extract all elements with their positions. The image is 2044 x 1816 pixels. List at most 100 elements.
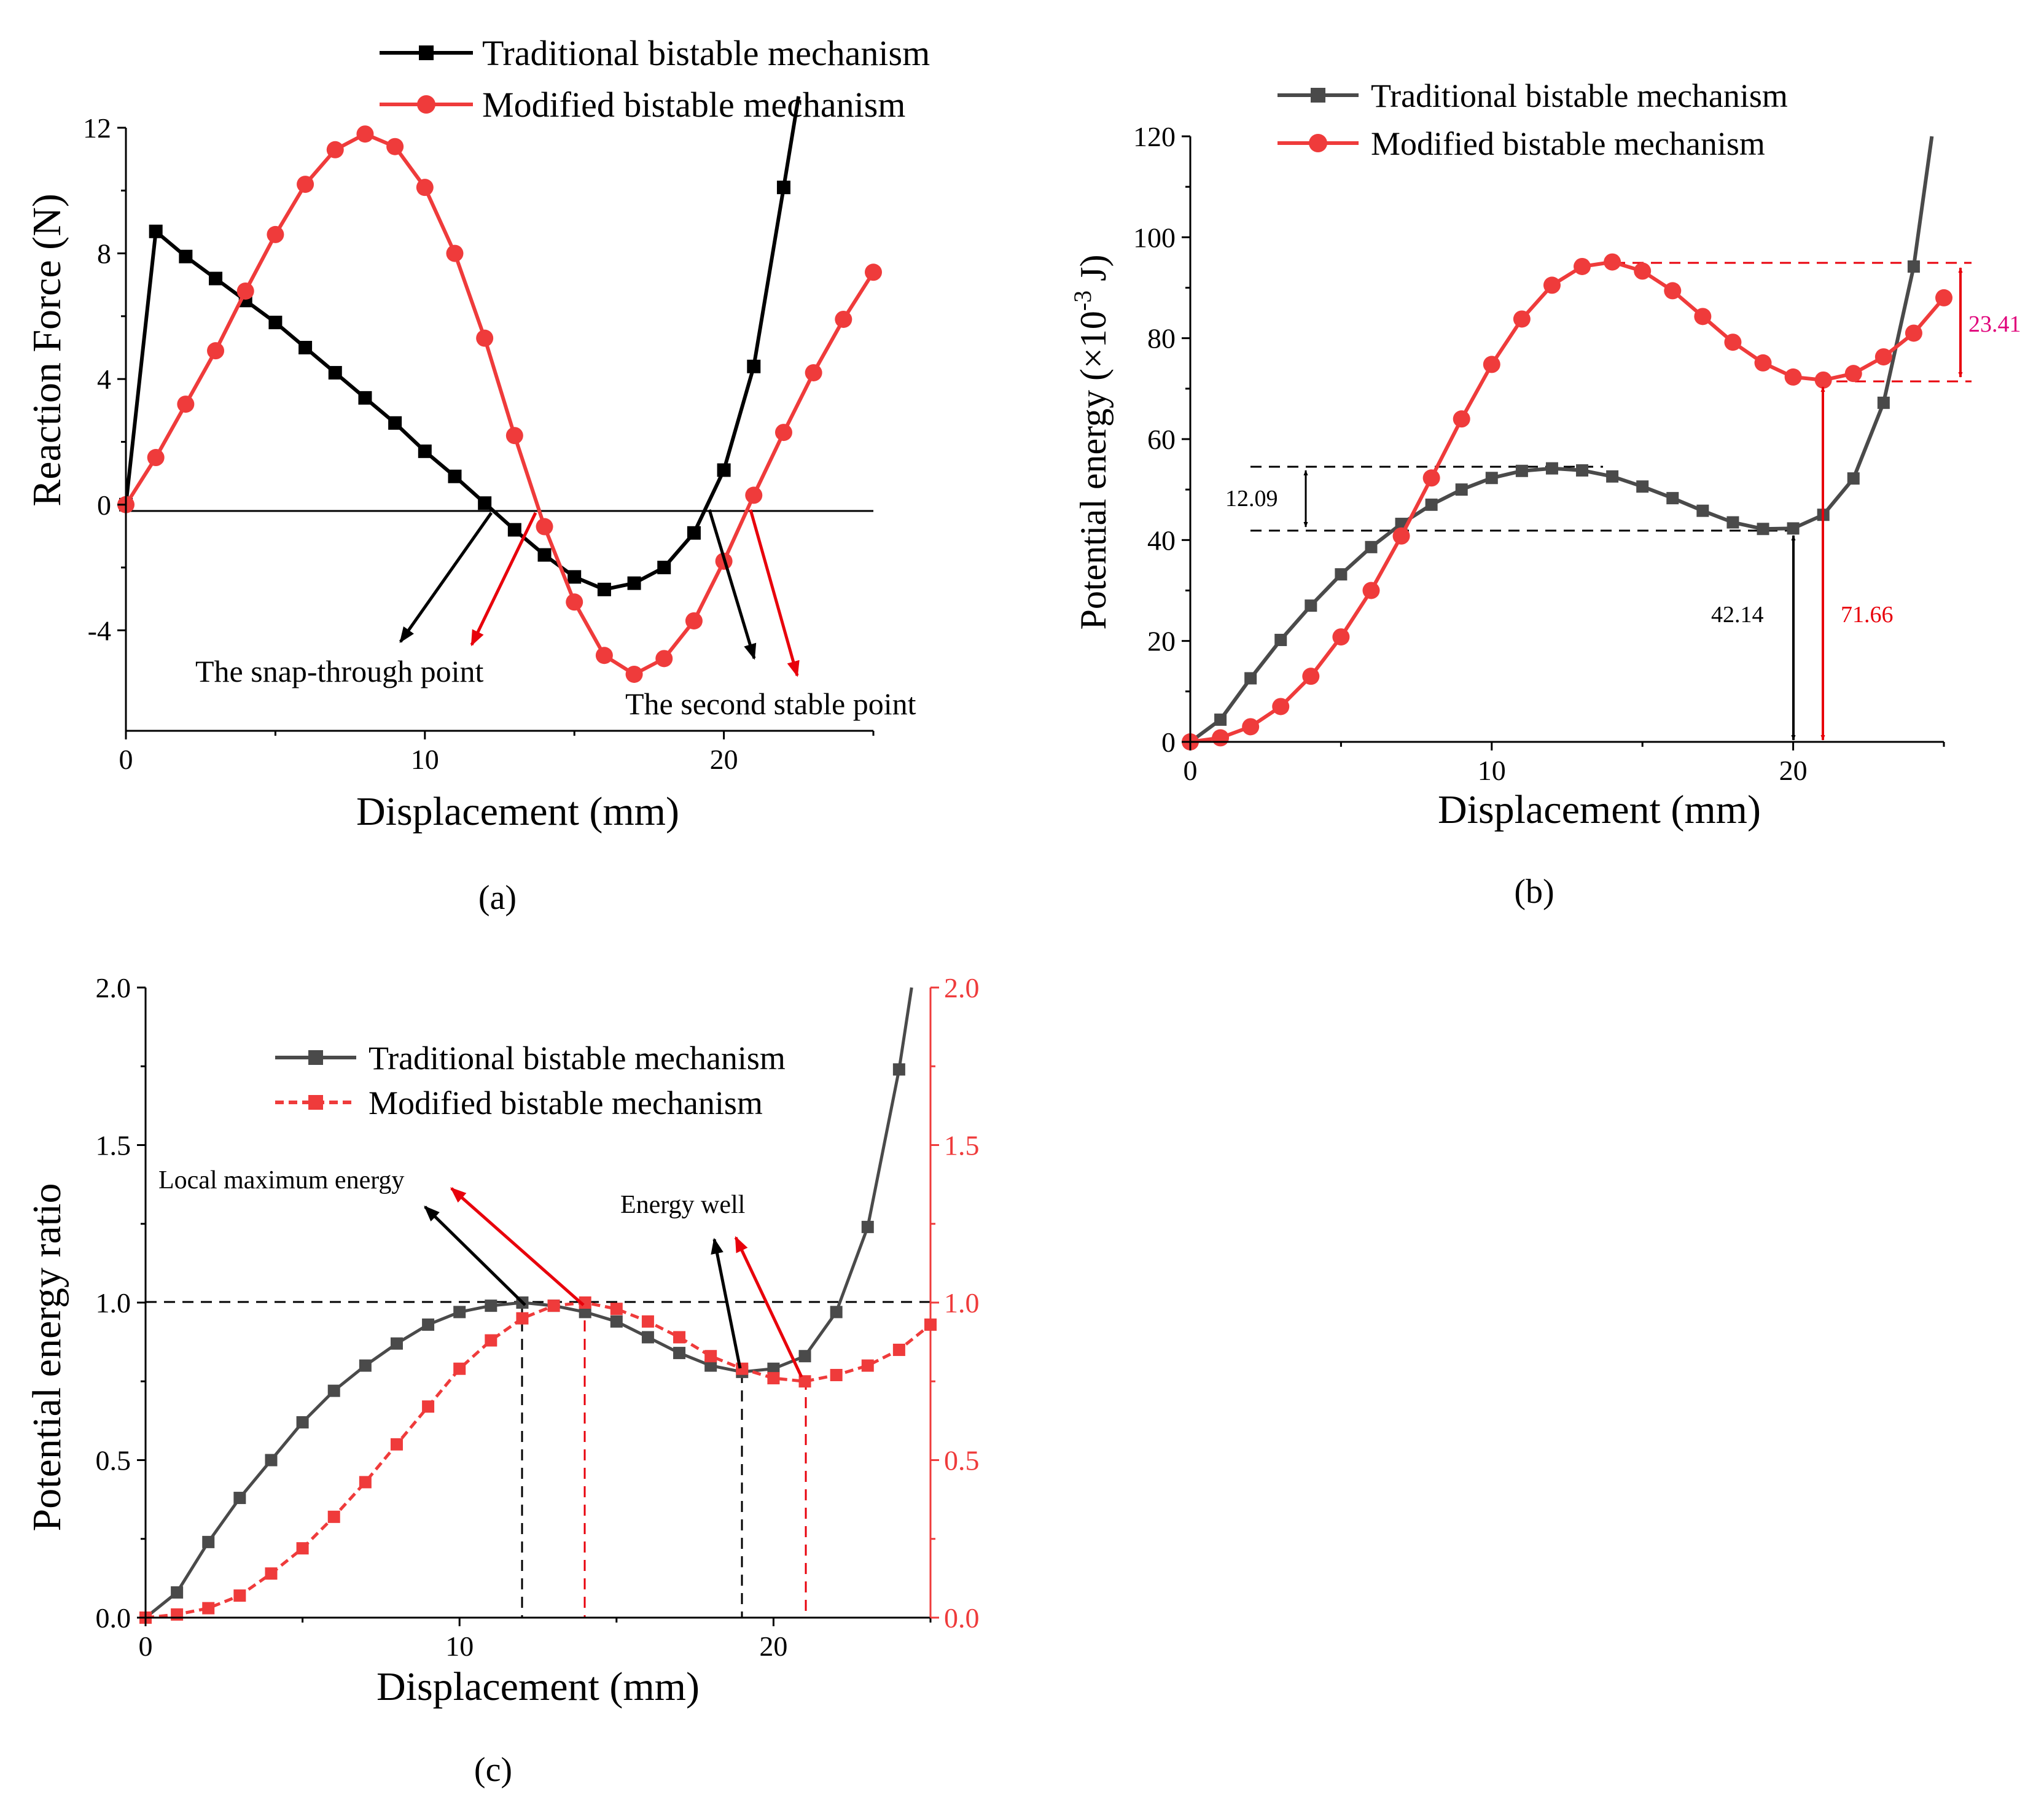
data-point-a-1-1 <box>147 449 165 467</box>
data-point-b-0-15 <box>1636 480 1649 493</box>
data-point-b-1-18 <box>1724 333 1742 351</box>
data-point-a-1-7 <box>326 141 344 158</box>
data-point-a-0-13 <box>507 523 521 537</box>
arrow-stable-red <box>749 509 800 677</box>
data-point-a-1-3 <box>207 342 225 360</box>
data-point-b-1-8 <box>1422 469 1440 487</box>
data-point-c-0-7 <box>359 1359 372 1372</box>
x-tick-label-b-2: 20 <box>1779 755 1808 786</box>
legend-item-traditional-b: Traditional bistable mechanism <box>1278 77 1788 114</box>
data-point-c-0-1 <box>171 1586 184 1599</box>
data-point-c-1-22 <box>830 1368 843 1381</box>
plot-area-a <box>117 96 882 683</box>
data-point-b-1-6 <box>1362 582 1380 599</box>
data-point-a-0-5 <box>268 316 283 330</box>
data-point-a-1-15 <box>566 593 583 611</box>
panel-label-c: (c) <box>474 1751 512 1789</box>
x-tick-label-b-1: 10 <box>1478 755 1506 786</box>
data-point-c-0-20 <box>767 1362 780 1375</box>
legend-text-modified-c: Modified bistable mechanism <box>369 1085 763 1121</box>
data-point-a-0-12 <box>478 496 492 510</box>
y-axis-label-a: Reaction Force (N) <box>25 193 69 506</box>
data-point-b-1-7 <box>1392 527 1410 545</box>
y-tick-label-b-2: 40 <box>1147 524 1176 556</box>
arrow-energy-well-black <box>711 1237 742 1369</box>
data-point-c-1-2 <box>202 1602 215 1615</box>
data-point-b-1-24 <box>1905 324 1922 342</box>
data-point-c-1-21 <box>798 1375 811 1388</box>
legend-marker-circle-a <box>417 95 435 114</box>
data-point-b-1-11 <box>1513 310 1531 328</box>
legend-marker-circle-b <box>1309 134 1327 152</box>
data-point-c-0-3 <box>233 1492 246 1505</box>
data-point-c-0-24 <box>892 1063 905 1076</box>
annotations-a: The snap-through point The second stable… <box>195 509 916 721</box>
x-tick-label-a-1: 10 <box>411 744 439 775</box>
data-point-b-1-3 <box>1272 698 1290 715</box>
data-point-c-1-1 <box>171 1608 184 1621</box>
legend-item-modified-c: Modified bistable mechanism <box>275 1085 763 1121</box>
data-point-b-1-13 <box>1574 257 1591 275</box>
series-line-modified-bistable-mechanism-c <box>145 1301 932 1619</box>
legend-a: Traditional bistable mechanism Modified … <box>380 33 930 125</box>
value-label-23-41: 23.41 <box>1968 311 2021 337</box>
data-point-b-1-21 <box>1814 371 1832 389</box>
panel-b: 0 10 20 0 20 40 60 80 100 120 12.09 42.14 71.66 2… <box>1069 77 2021 911</box>
legend-text-traditional-a: Traditional bistable mechanism <box>482 33 930 73</box>
data-point-c-0-4 <box>265 1454 278 1467</box>
data-point-b-1-5 <box>1332 628 1350 646</box>
data-point-b-1-17 <box>1694 308 1712 325</box>
data-point-a-0-14 <box>537 548 552 562</box>
data-point-c-1-16 <box>641 1315 654 1328</box>
y2-tick-label-c-2: 1.0 <box>944 1287 980 1319</box>
x-tick-label-c-1: 10 <box>445 1631 474 1662</box>
annotation-lines-b <box>1250 262 1972 532</box>
series-line-modified-bistable-mechanism-b <box>1190 260 1946 744</box>
snap-through-label: The snap-through point <box>195 654 483 688</box>
y-tick-label-b-6: 120 <box>1133 121 1176 152</box>
y-axis-label-b-unit: J) <box>1073 255 1114 290</box>
data-point-a-0-18 <box>657 561 671 575</box>
data-point-c-1-10 <box>453 1362 466 1375</box>
y-tick-label-c-1: 0.5 <box>96 1445 131 1476</box>
legend-item-traditional-a: Traditional bistable mechanism <box>380 33 930 73</box>
legend-item-modified-b: Modified bistable mechanism <box>1278 125 1765 162</box>
y-tick-label-b-1: 20 <box>1147 626 1176 657</box>
data-point-c-0-15 <box>610 1315 623 1328</box>
y-tick-label-a-2: 4 <box>97 364 111 395</box>
data-point-a-1-5 <box>267 225 284 243</box>
data-point-c-1-9 <box>422 1400 435 1413</box>
x-tick-label-b-0: 0 <box>1184 755 1198 786</box>
annotations-c: Local maximum energy Energy well <box>158 1166 803 1378</box>
series-line-modified-bistable-mechanism-a <box>124 132 875 676</box>
data-point-c-1-20 <box>767 1372 780 1385</box>
data-point-a-0-1 <box>149 224 163 238</box>
panel-label-b: (b) <box>1514 873 1554 911</box>
panel-a: 0 10 20 -4 0 4 8 12 Displacement (mm) Reaction … <box>25 33 930 917</box>
data-point-b-0-22 <box>1847 472 1860 485</box>
x-tick-label-c-2: 20 <box>759 1631 787 1662</box>
data-point-c-1-4 <box>265 1567 278 1580</box>
data-point-b-1-9 <box>1453 410 1470 428</box>
arrow-energy-well-red <box>734 1236 803 1378</box>
data-point-c-0-16 <box>641 1331 654 1344</box>
legend-item-modified-a: Modified bistable mechanism <box>380 85 905 125</box>
data-point-a-1-6 <box>297 176 314 193</box>
data-point-a-0-19 <box>687 526 701 540</box>
data-point-b-0-5 <box>1335 568 1348 581</box>
data-point-b-0-10 <box>1485 472 1498 485</box>
y2-tick-label-c-1: 0.5 <box>944 1445 980 1476</box>
data-point-c-1-3 <box>233 1589 246 1602</box>
data-point-c-0-22 <box>830 1306 843 1319</box>
arrow-snap-red <box>470 512 537 647</box>
data-point-c-1-11 <box>485 1334 497 1347</box>
series-group-c <box>139 987 937 1624</box>
data-point-b-0-20 <box>1787 522 1800 535</box>
data-point-b-1-16 <box>1664 282 1682 300</box>
axes-a: 0 10 20 -4 0 4 8 12 <box>83 112 875 775</box>
data-point-b-1-10 <box>1483 356 1500 373</box>
axes-b: 0 10 20 0 20 40 60 80 100 120 <box>1133 121 1945 786</box>
legend-marker-square-red-c <box>308 1095 323 1110</box>
data-point-c-0-8 <box>390 1337 403 1350</box>
